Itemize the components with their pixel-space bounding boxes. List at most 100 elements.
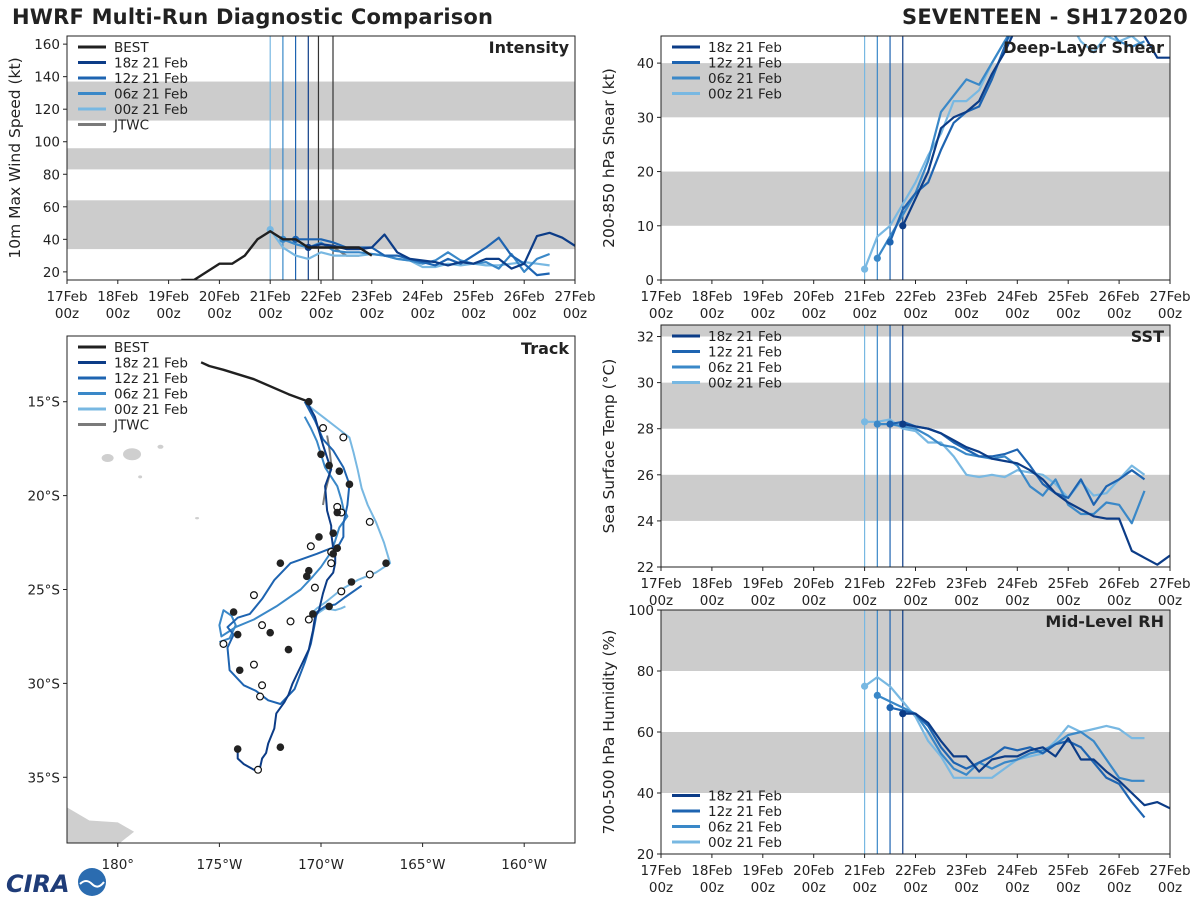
- panel-rh: 2040608010017Feb00z18Feb00z19Feb00z20Feb…: [600, 603, 1191, 896]
- xtick-label-intensity: 19Feb: [148, 289, 189, 305]
- series-shear-run18z: [901, 36, 1170, 227]
- track-BEST: [200, 361, 310, 403]
- xtick-label-intensity: 21Feb: [250, 289, 291, 305]
- legend-label-intensity-BEST: BEST: [114, 40, 149, 56]
- legend-label-track-run00z: 00z 21 Feb: [114, 402, 188, 418]
- panel-title-intensity: Intensity: [489, 38, 570, 57]
- xtick-label-sst: 00z: [1158, 593, 1182, 609]
- legend-label-shear-run18z: 18z 21 Feb: [708, 40, 782, 56]
- track-marker-filled: [329, 529, 337, 537]
- ytick-label-track: 30°S: [28, 676, 61, 692]
- legend-label-shear-run06z: 06z 21 Feb: [708, 71, 782, 87]
- xtick-label-sst: 00z: [1056, 593, 1080, 609]
- xtick-label-sst: 00z: [954, 593, 978, 609]
- init-dot-sst-run00z: [861, 418, 869, 426]
- xtick-label-intensity: 00z: [563, 306, 587, 322]
- series-shear-run12z: [888, 36, 1011, 243]
- legend-label-intensity-run06z: 06z 21 Feb: [114, 87, 188, 103]
- xtick-label-rh: 00z: [852, 880, 876, 896]
- figure-title-left: HWRF Multi-Run Diagnostic Comparison: [12, 5, 494, 29]
- ytick-label-track: 15°S: [28, 395, 61, 411]
- band-rh-0: [661, 732, 1170, 793]
- xtick-label-sst: 21Feb: [844, 576, 885, 592]
- ytick-label-rh: 100: [628, 603, 654, 619]
- init-dot-rh-run18z: [899, 710, 907, 718]
- xtick-label-shear: 00z: [649, 306, 673, 322]
- legend-label-rh-run00z: 00z 21 Feb: [708, 835, 782, 851]
- track-marker-filled: [229, 608, 238, 616]
- track-marker-filled: [284, 645, 293, 654]
- band-rh-1: [661, 610, 1170, 671]
- xtick-label-intensity: 00z: [207, 306, 231, 322]
- xtick-label-rh: 00z: [751, 880, 775, 896]
- series-rh-run18z: [902, 712, 1170, 810]
- xtick-label-shear: 19Feb: [742, 289, 783, 305]
- ytick-label-intensity: 60: [43, 200, 60, 216]
- track-marker-open: [286, 617, 295, 626]
- track-run18z: [236, 401, 337, 771]
- xtick-label-shear: 00z: [903, 306, 927, 322]
- xtick-label-intensity: 00z: [360, 306, 384, 322]
- legend-label-sst-run06z: 06z 21 Feb: [708, 360, 782, 376]
- xtick-label-intensity: 17Feb: [46, 289, 87, 305]
- track-marker-filled: [315, 533, 323, 541]
- ytick-label-sst: 22: [637, 560, 654, 576]
- legend-label-shear-run00z: 00z 21 Feb: [708, 87, 782, 103]
- track-marker-filled: [382, 559, 390, 568]
- land-new-zealand: [67, 807, 135, 843]
- init-dot-sst-run06z: [873, 420, 881, 428]
- cira-logo-text: CIRA: [6, 870, 70, 898]
- ytick-label-shear: 30: [637, 110, 654, 126]
- legend-label-intensity-JTWC: JTWC: [113, 118, 149, 134]
- xtick-label-sst: 00z: [1005, 593, 1029, 609]
- xtick-label-shear: 00z: [1056, 306, 1080, 322]
- xtick-label-track: 175°W: [196, 857, 242, 873]
- track-marker-filled: [302, 572, 311, 581]
- legend-label-rh-run18z: 18z 21 Feb: [708, 789, 782, 805]
- xtick-label-rh: 00z: [700, 880, 724, 896]
- track-marker-open: [249, 591, 258, 600]
- track-marker-open: [254, 765, 263, 774]
- xtick-label-sst: 23Feb: [946, 576, 987, 592]
- track-marker-open: [306, 542, 315, 551]
- legend-label-sst-run12z: 12z 21 Feb: [708, 345, 782, 361]
- xtick-label-sst: 19Feb: [742, 576, 783, 592]
- series-intensity-run18z: [308, 231, 575, 270]
- xtick-label-shear: 25Feb: [1048, 289, 1089, 305]
- xtick-label-sst: 24Feb: [997, 576, 1038, 592]
- legend-label-sst-run00z: 00z 21 Feb: [708, 376, 782, 392]
- xtick-label-shear: 27Feb: [1149, 289, 1190, 305]
- xtick-label-rh: 00z: [903, 880, 927, 896]
- ytick-label-intensity: 120: [34, 102, 60, 118]
- series-rh-run06z: [876, 694, 1145, 782]
- xtick-label-rh: 00z: [1158, 880, 1182, 896]
- track-marker-filled: [305, 397, 313, 406]
- xtick-label-rh: 26Feb: [1099, 863, 1140, 879]
- legend-label-track-run18z: 18z 21 Feb: [114, 356, 188, 372]
- land-masses: [67, 444, 200, 843]
- track-marker-filled: [325, 461, 333, 470]
- ytick-label-track: 25°S: [28, 583, 61, 599]
- xtick-label-shear: 18Feb: [691, 289, 732, 305]
- xtick-label-shear: 00z: [1158, 306, 1182, 322]
- ytick-label-sst: 26: [637, 468, 654, 484]
- track-marker-open: [365, 570, 374, 579]
- xtick-label-rh: 21Feb: [844, 863, 885, 879]
- xtick-label-shear: 00z: [751, 306, 775, 322]
- xtick-label-shear: 24Feb: [997, 289, 1038, 305]
- init-dot-sst-run18z: [899, 420, 907, 428]
- panel-title-track: Track: [521, 339, 569, 358]
- band-shear-1: [661, 63, 1170, 118]
- globe-icon: [78, 868, 106, 896]
- track-marker-open: [327, 559, 336, 568]
- ytick-label-intensity: 140: [34, 70, 60, 86]
- xtick-label-rh: 18Feb: [691, 863, 732, 879]
- xtick-label-intensity: 00z: [512, 306, 536, 322]
- xtick-label-shear: 00z: [852, 306, 876, 322]
- land-island: [138, 475, 143, 479]
- xtick-label-shear: 00z: [954, 306, 978, 322]
- panel-title-sst: SST: [1131, 327, 1164, 346]
- xtick-label-sst: 25Feb: [1048, 576, 1089, 592]
- cira-logo: CIRA: [6, 868, 106, 898]
- legend-label-shear-run12z: 12z 21 Feb: [708, 56, 782, 72]
